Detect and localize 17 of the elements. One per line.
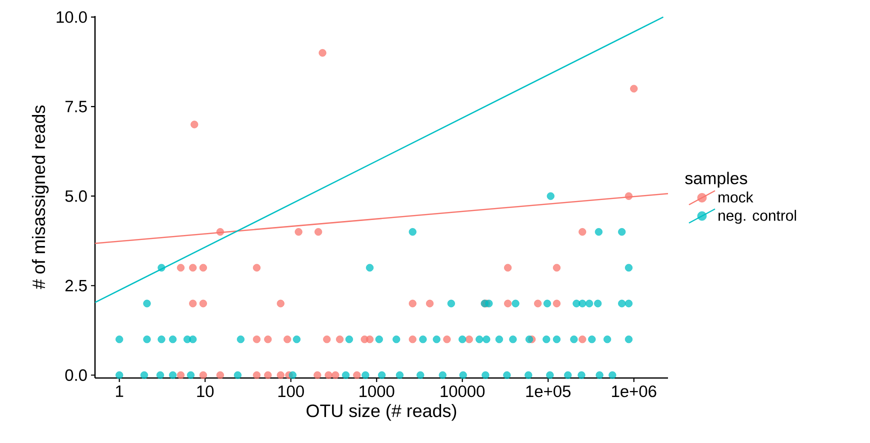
- y-tick-label: 0.0: [65, 369, 87, 381]
- legend-title: samples: [685, 172, 748, 188]
- x-tick-label: 1000: [360, 386, 394, 398]
- x-tick-label: 10: [197, 386, 214, 398]
- y-tick-label: 10.0: [56, 11, 87, 23]
- y-axis-title: # of misassigned reads: [32, 105, 49, 290]
- x-tick-label: 1e+05: [526, 386, 571, 398]
- legend-label: neg. control: [718, 210, 796, 224]
- legend-label: mock: [718, 192, 754, 203]
- y-tick-label: 7.5: [65, 100, 87, 112]
- y-tick-label: 5.0: [65, 190, 87, 202]
- x-axis-title: OTU size (# reads): [306, 404, 456, 421]
- x-tick-label: 100: [278, 386, 304, 398]
- x-tick-label: 10000: [440, 386, 485, 398]
- y-tick-label: 2.5: [65, 280, 87, 292]
- x-tick-label: 1: [116, 386, 124, 397]
- x-tick-label: 1e+06: [612, 386, 656, 398]
